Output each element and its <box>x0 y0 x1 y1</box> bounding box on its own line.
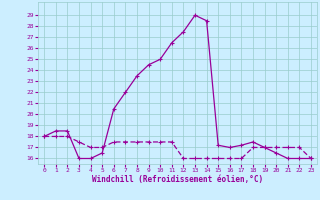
X-axis label: Windchill (Refroidissement éolien,°C): Windchill (Refroidissement éolien,°C) <box>92 175 263 184</box>
